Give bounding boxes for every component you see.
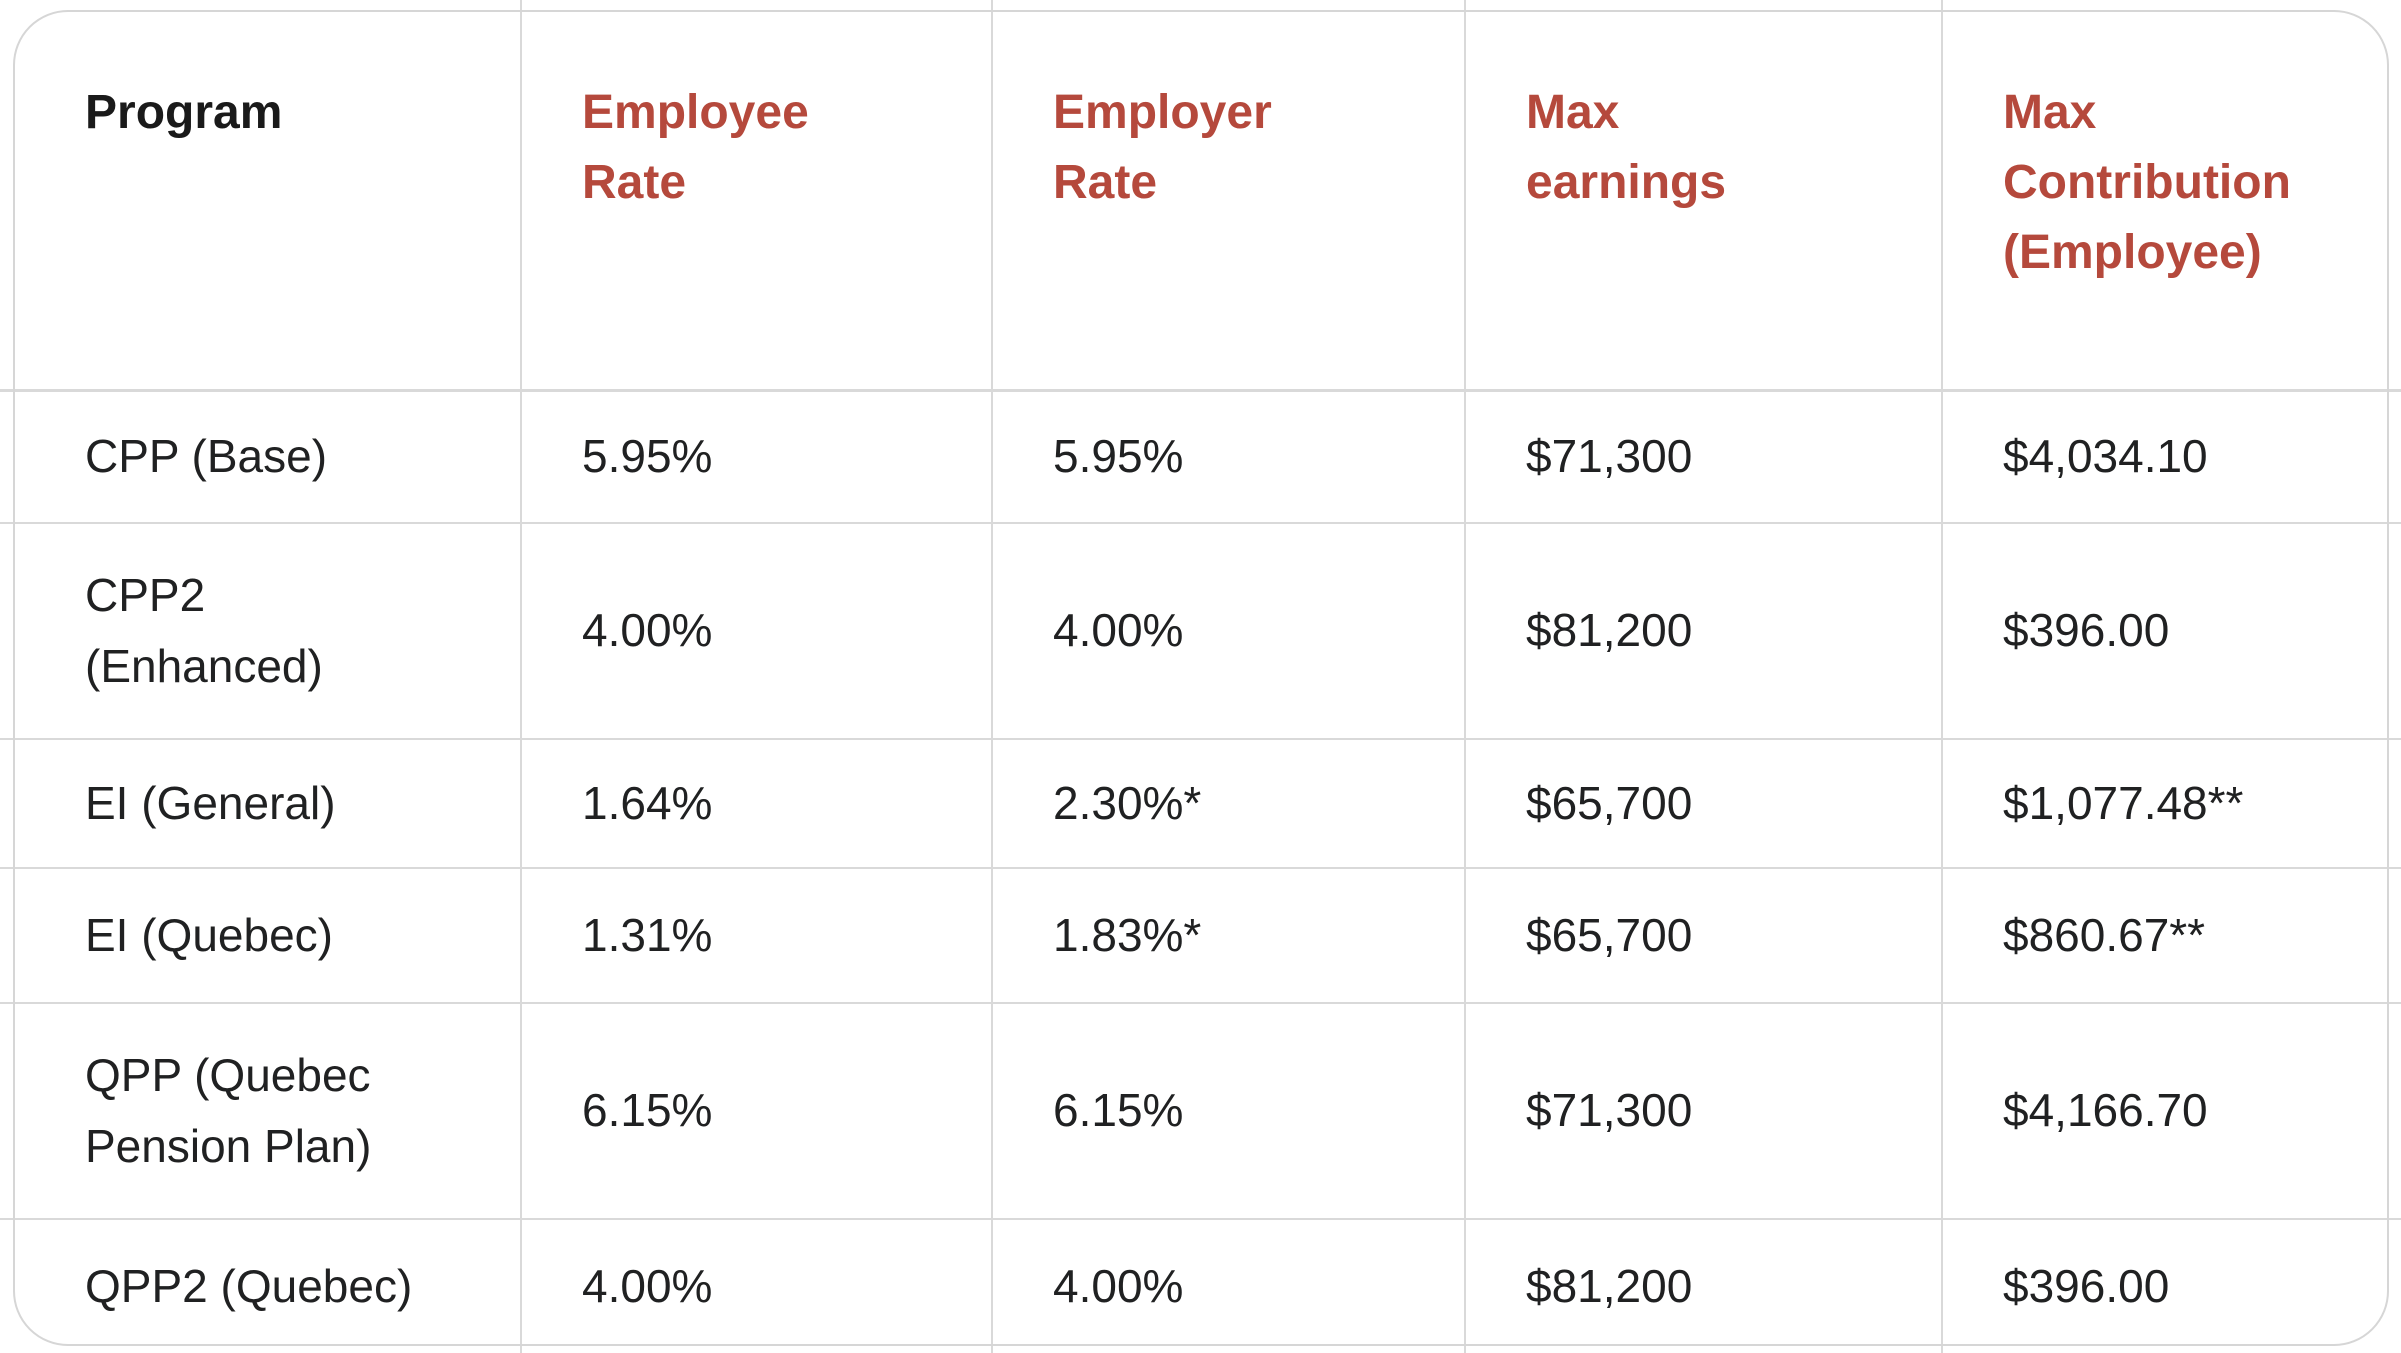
cell-program: EI (General): [0, 738, 522, 869]
header-row: Program Employee Rate Employer Rate Max …: [0, 0, 2401, 392]
cell-max-contribution: $860.67**: [1941, 867, 2401, 1004]
cell-program: QPP2 (Quebec): [0, 1218, 522, 1353]
cell-employer-rate: 4.00%: [991, 522, 1466, 740]
cell-employer-rate: 1.83%*: [991, 867, 1466, 1004]
column-header-employee-rate: Employee Rate: [520, 0, 993, 392]
cell-employee-rate: 4.00%: [520, 1218, 993, 1353]
cell-max-contribution: $396.00: [1941, 522, 2401, 740]
cell-employee-rate: 6.15%: [520, 1002, 993, 1220]
cell-employer-rate: 6.15%: [991, 1002, 1466, 1220]
cell-employee-rate: 4.00%: [520, 522, 993, 740]
cell-max-earnings: $65,700: [1464, 738, 1943, 869]
cell-program: CPP2 (Enhanced): [0, 522, 522, 740]
column-header-max-earnings: Max earnings: [1464, 0, 1943, 392]
cell-employer-rate: 5.95%: [991, 389, 1466, 524]
cell-employer-rate: 2.30%*: [991, 738, 1466, 869]
cell-employer-rate: 4.00%: [991, 1218, 1466, 1353]
cell-max-contribution: $4,166.70: [1941, 1002, 2401, 1220]
cell-max-earnings: $71,300: [1464, 1002, 1943, 1220]
cell-program: CPP (Base): [0, 389, 522, 524]
table-row-cpp-base: CPP (Base) 5.95% 5.95% $71,300 $4,034.10: [0, 389, 2401, 524]
cell-max-contribution: $4,034.10: [1941, 389, 2401, 524]
table-row-ei-general: EI (General) 1.64% 2.30%* $65,700 $1,077…: [0, 738, 2401, 869]
table-row-cpp2-enhanced: CPP2 (Enhanced) 4.00% 4.00% $81,200 $396…: [0, 522, 2401, 740]
cell-program: QPP (Quebec Pension Plan): [0, 1002, 522, 1220]
cell-max-earnings: $81,200: [1464, 1218, 1943, 1353]
cell-employee-rate: 5.95%: [520, 389, 993, 524]
column-header-employer-rate: Employer Rate: [991, 0, 1466, 392]
cell-program: EI (Quebec): [0, 867, 522, 1004]
cell-employee-rate: 1.31%: [520, 867, 993, 1004]
table-row-ei-quebec: EI (Quebec) 1.31% 1.83%* $65,700 $860.67…: [0, 867, 2401, 1004]
cell-employee-rate: 1.64%: [520, 738, 993, 869]
cell-max-contribution: $1,077.48**: [1941, 738, 2401, 869]
table-row-qpp: QPP (Quebec Pension Plan) 6.15% 6.15% $7…: [0, 1002, 2401, 1220]
cell-max-earnings: $81,200: [1464, 522, 1943, 740]
cell-max-earnings: $71,300: [1464, 389, 1943, 524]
cell-max-contribution: $396.00: [1941, 1218, 2401, 1353]
column-header-program: Program: [0, 0, 522, 392]
table-row-qpp2: QPP2 (Quebec) 4.00% 4.00% $81,200 $396.0…: [0, 1218, 2401, 1353]
cell-max-earnings: $65,700: [1464, 867, 1943, 1004]
column-header-max-contribution-employee: Max Contribution (Employee): [1941, 0, 2401, 392]
